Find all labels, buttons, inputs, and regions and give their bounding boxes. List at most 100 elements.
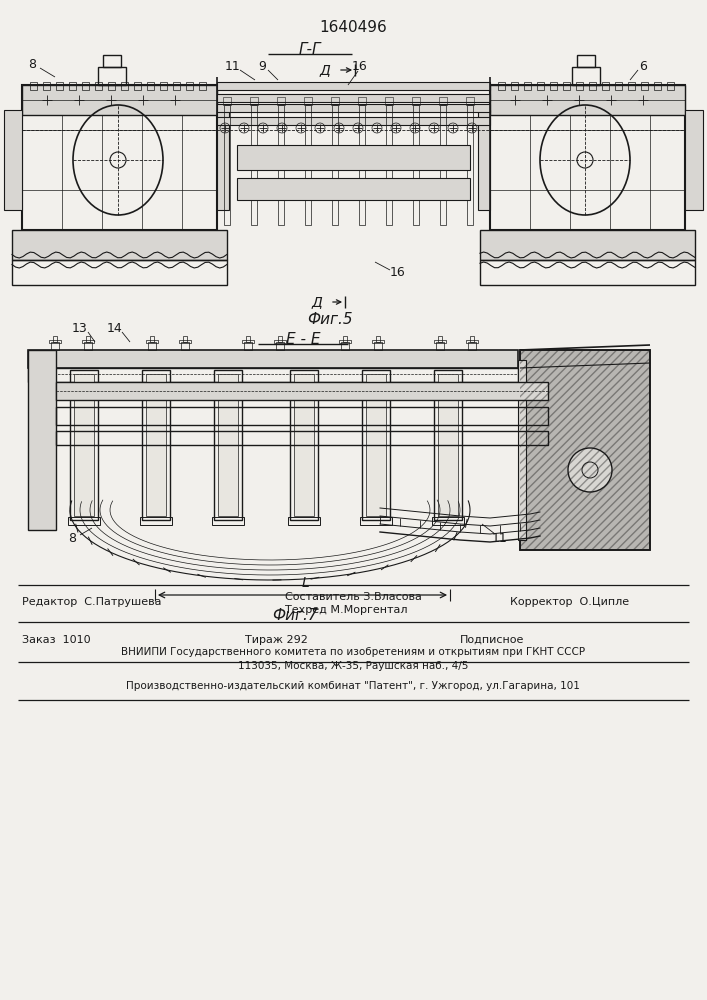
Bar [478, 110, 490, 210]
Bar [520, 350, 650, 550]
Bar [615, 82, 622, 90]
Bar [628, 82, 635, 90]
Bar [288, 517, 320, 525]
Bar [470, 336, 474, 342]
Bar [49, 340, 61, 343]
Bar [274, 340, 286, 343]
Text: E - E: E - E [286, 332, 320, 348]
Bar [667, 82, 674, 90]
Bar [30, 82, 37, 90]
Bar [82, 82, 89, 90]
Bar [22, 85, 217, 115]
Bar [520, 350, 650, 550]
Bar [385, 97, 393, 105]
Text: Техред М.Моргентал: Техред М.Моргентал [285, 605, 407, 615]
Bar [432, 517, 464, 525]
Bar [251, 105, 257, 225]
Bar [140, 517, 172, 525]
Text: Составитель З.Власова: Составитель З.Власова [285, 592, 422, 602]
Bar [332, 105, 338, 225]
Text: 11: 11 [492, 532, 508, 544]
Bar [439, 97, 447, 105]
Bar [434, 370, 462, 520]
Text: 16: 16 [352, 60, 368, 74]
Bar [341, 342, 349, 350]
Bar [524, 82, 531, 90]
Text: Заказ  1010: Заказ 1010 [22, 635, 90, 645]
Text: 13: 13 [72, 322, 88, 334]
Bar [199, 82, 206, 90]
Bar [343, 336, 347, 342]
Bar [181, 342, 189, 350]
Bar [53, 336, 57, 342]
Bar [183, 336, 187, 342]
Bar [223, 97, 231, 105]
Bar [434, 340, 446, 343]
Bar [242, 340, 254, 343]
Bar [68, 517, 100, 525]
Bar [186, 82, 193, 90]
Bar [440, 105, 446, 225]
Bar [12, 230, 227, 260]
Bar [148, 342, 156, 350]
Bar [146, 340, 158, 343]
Bar [98, 67, 126, 85]
Bar [146, 374, 166, 516]
Bar [56, 382, 548, 400]
Bar [224, 105, 230, 225]
Bar [246, 336, 250, 342]
Bar [278, 336, 282, 342]
Bar [490, 85, 685, 230]
Bar [654, 82, 661, 90]
Bar [121, 82, 128, 90]
Bar [276, 342, 284, 350]
Text: Д: Д [312, 295, 322, 309]
Text: 8: 8 [28, 58, 36, 72]
Text: 6: 6 [639, 60, 647, 74]
Bar [480, 230, 695, 260]
Bar [28, 350, 518, 368]
Text: Производственно-издательский комбинат "Патент", г. Ужгород, ул.Гагарина, 101: Производственно-издательский комбинат "П… [126, 681, 580, 691]
Bar [160, 82, 167, 90]
Bar [290, 370, 318, 520]
Bar [360, 517, 392, 525]
Bar [339, 340, 351, 343]
Bar [218, 374, 238, 516]
Bar [358, 97, 366, 105]
Bar [150, 336, 154, 342]
Text: 9: 9 [258, 60, 266, 74]
Bar [103, 55, 121, 67]
Text: Фиг.5: Фиг.5 [307, 312, 353, 328]
Bar [374, 342, 382, 350]
Bar [217, 82, 490, 90]
Bar [498, 82, 505, 90]
Bar [212, 517, 244, 525]
Text: Подписное: Подписное [460, 635, 525, 645]
Bar [237, 178, 470, 200]
Bar [537, 82, 544, 90]
Bar [305, 105, 311, 225]
Bar [520, 350, 650, 550]
Bar [518, 360, 526, 540]
Bar [86, 336, 90, 342]
Bar [244, 342, 252, 350]
Bar [550, 82, 557, 90]
Bar [438, 374, 458, 516]
Bar [147, 82, 154, 90]
Text: 11: 11 [225, 60, 241, 74]
Bar [386, 105, 392, 225]
Bar [436, 342, 444, 350]
Bar [217, 94, 490, 102]
Bar [466, 340, 478, 343]
Bar [214, 370, 242, 520]
Bar [56, 431, 548, 445]
Bar [372, 340, 384, 343]
Bar [359, 105, 365, 225]
Bar [108, 82, 115, 90]
Text: Фиг.7: Фиг.7 [272, 607, 318, 622]
Bar [304, 97, 312, 105]
Bar [12, 260, 227, 285]
Bar [4, 110, 22, 210]
Bar [412, 97, 420, 105]
Text: 113035, Москва, Ж-35, Раушская наб., 4/5: 113035, Москва, Ж-35, Раушская наб., 4/5 [238, 661, 468, 671]
